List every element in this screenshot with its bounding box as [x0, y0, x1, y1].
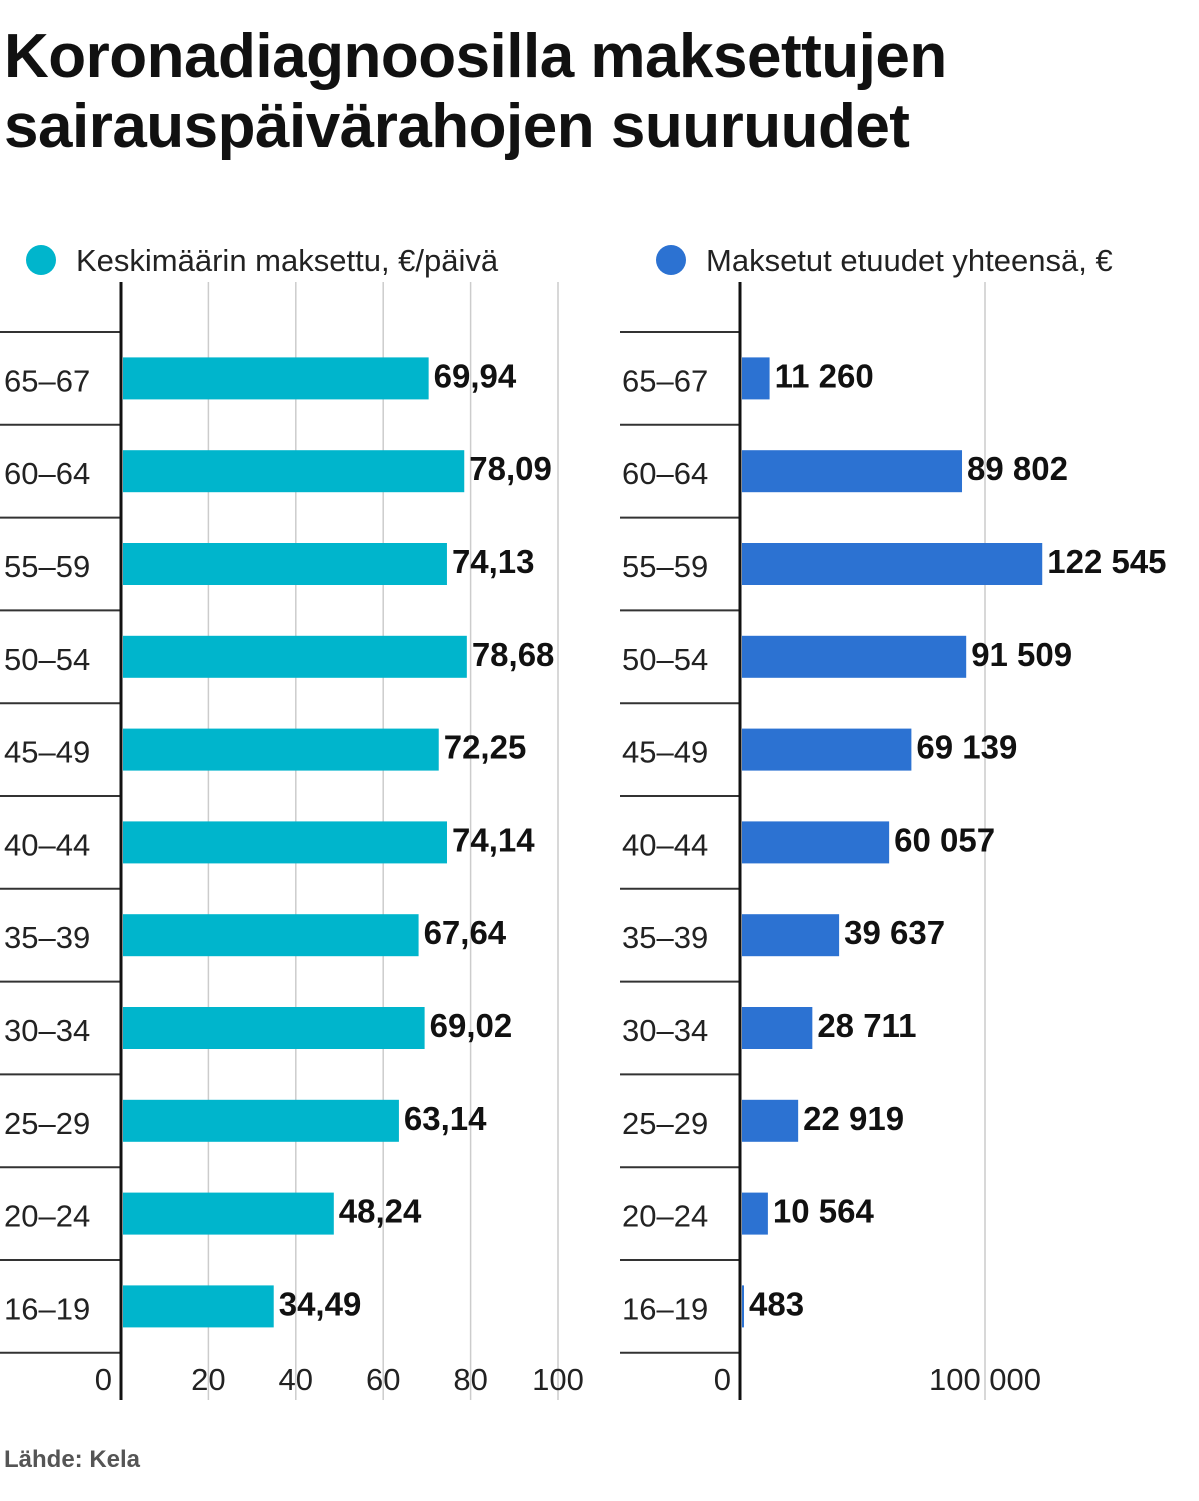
bar-55–59 — [123, 543, 447, 585]
value-label-40–44: 60 057 — [894, 821, 995, 858]
tick-label-1-3: 60 — [366, 1362, 400, 1397]
bar-30–34 — [742, 1007, 813, 1049]
value-label-45–49: 69 139 — [916, 729, 1017, 766]
category-label-20–24: 20–24 — [622, 1199, 708, 1234]
value-label-65–67: 11 260 — [775, 357, 874, 394]
legend-label-1: Keskimäärin maksettu, €/päivä — [76, 243, 499, 278]
legend-label-2: Maksetut etuudet yhteensä, € — [706, 243, 1113, 278]
category-label-20–24: 20–24 — [4, 1199, 90, 1234]
category-label-25–29: 25–29 — [4, 1106, 90, 1141]
value-label-60–64: 89 802 — [967, 450, 1068, 487]
value-label-50–54: 78,68 — [472, 636, 555, 673]
value-label-30–34: 69,02 — [430, 1007, 513, 1044]
bar-50–54 — [742, 635, 967, 678]
value-label-60–64: 78,09 — [469, 450, 552, 487]
value-label-65–67: 69,94 — [434, 357, 517, 394]
chart-area: Keskimäärin maksettu, €/päivä 65–67 69,94 6… — [0, 243, 1167, 1400]
bar-50–54 — [123, 635, 467, 678]
value-label-35–39: 39 637 — [844, 914, 945, 951]
value-label-40–44: 74,14 — [452, 821, 535, 858]
category-label-40–44: 40–44 — [622, 827, 708, 862]
source-note: Lähde: Kela — [4, 1446, 141, 1473]
bar-55–59 — [742, 543, 1043, 585]
value-label-55–59: 74,13 — [452, 543, 535, 580]
legend-swatch-2 — [656, 245, 686, 275]
category-label-60–64: 60–64 — [4, 456, 90, 491]
tick-label-2-1: 100 000 — [929, 1362, 1041, 1397]
category-label-55–59: 55–59 — [4, 549, 90, 584]
category-label-50–54: 50–54 — [622, 642, 708, 677]
category-label-30–34: 30–34 — [4, 1013, 90, 1048]
value-label-25–29: 22 919 — [803, 1100, 904, 1137]
legend-swatch-1 — [26, 245, 56, 275]
bar-16–19 — [742, 1285, 744, 1328]
value-label-20–24: 48,24 — [339, 1193, 422, 1230]
value-label-50–54: 91 509 — [971, 636, 1072, 673]
bar-60–64 — [742, 450, 963, 493]
value-label-16–19: 483 — [749, 1285, 804, 1322]
category-label-16–19: 16–19 — [622, 1291, 708, 1326]
bar-40–44 — [123, 821, 447, 864]
category-label-55–59: 55–59 — [622, 549, 708, 584]
category-label-30–34: 30–34 — [622, 1013, 708, 1048]
category-label-35–39: 35–39 — [4, 920, 90, 955]
category-label-25–29: 25–29 — [622, 1106, 708, 1141]
tick-label-2-0: 0 — [714, 1362, 731, 1397]
bar-45–49 — [123, 728, 439, 771]
value-label-20–24: 10 564 — [773, 1193, 875, 1230]
category-label-60–64: 60–64 — [622, 456, 708, 491]
tick-label-1-0: 0 — [95, 1362, 112, 1397]
value-label-35–39: 67,64 — [424, 914, 507, 951]
bar-30–34 — [123, 1007, 425, 1049]
chart-title-line-2: sairauspäivärahojen suuruudet — [4, 92, 910, 161]
bar-60–64 — [123, 450, 465, 493]
chart-title: Koronadiagnoosilla maksettujen sairauspä… — [4, 22, 1184, 162]
category-label-16–19: 16–19 — [4, 1291, 90, 1326]
chart-title-line-1: Koronadiagnoosilla maksettujen — [4, 22, 947, 91]
bar-35–39 — [742, 914, 840, 957]
tick-label-1-5: 100 — [532, 1362, 584, 1397]
category-label-45–49: 45–49 — [4, 735, 90, 770]
tick-label-1-2: 40 — [279, 1362, 313, 1397]
value-label-16–19: 34,49 — [279, 1285, 362, 1322]
bar-20–24 — [123, 1192, 334, 1235]
bar-40–44 — [742, 821, 890, 864]
bar-65–67 — [742, 357, 770, 400]
value-label-55–59: 122 545 — [1047, 543, 1166, 580]
value-label-30–34: 28 711 — [817, 1007, 916, 1044]
bar-65–67 — [123, 357, 429, 400]
bar-20–24 — [742, 1192, 768, 1235]
bar-16–19 — [123, 1285, 274, 1328]
value-label-25–29: 63,14 — [404, 1100, 487, 1137]
bar-25–29 — [742, 1099, 799, 1142]
tick-label-1-1: 20 — [191, 1362, 225, 1397]
category-label-65–67: 65–67 — [622, 363, 708, 398]
category-label-45–49: 45–49 — [622, 735, 708, 770]
category-label-35–39: 35–39 — [622, 920, 708, 955]
bar-45–49 — [742, 728, 912, 771]
value-label-45–49: 72,25 — [444, 729, 527, 766]
category-label-40–44: 40–44 — [4, 827, 90, 862]
bar-25–29 — [123, 1099, 399, 1142]
tick-label-1-4: 80 — [453, 1362, 487, 1397]
bar-35–39 — [123, 914, 419, 957]
category-label-65–67: 65–67 — [4, 363, 90, 398]
category-label-50–54: 50–54 — [4, 642, 90, 677]
